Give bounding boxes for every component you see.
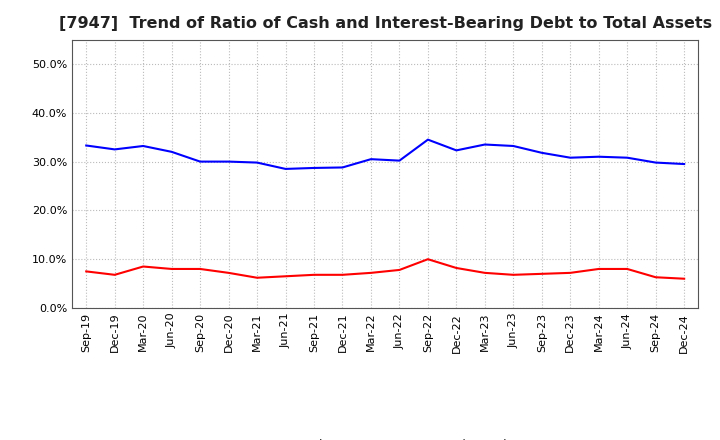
- Interest-Bearing Debt: [595, 154, 603, 159]
- Interest-Bearing Debt: [509, 143, 518, 149]
- Cash: [509, 272, 518, 278]
- Interest-Bearing Debt: [139, 143, 148, 149]
- Interest-Bearing Debt: [537, 150, 546, 155]
- Cash: [537, 271, 546, 276]
- Cash: [310, 272, 318, 278]
- Line: Interest-Bearing Debt: Interest-Bearing Debt: [86, 139, 684, 169]
- Legend: Cash, Interest-Bearing Debt: Cash, Interest-Bearing Debt: [250, 434, 521, 440]
- Cash: [452, 265, 461, 271]
- Cash: [480, 270, 489, 275]
- Interest-Bearing Debt: [338, 165, 347, 170]
- Cash: [595, 266, 603, 271]
- Cash: [623, 266, 631, 271]
- Cash: [566, 270, 575, 275]
- Cash: [110, 272, 119, 278]
- Interest-Bearing Debt: [623, 155, 631, 160]
- Interest-Bearing Debt: [652, 160, 660, 165]
- Interest-Bearing Debt: [310, 165, 318, 171]
- Interest-Bearing Debt: [680, 161, 688, 167]
- Interest-Bearing Debt: [366, 157, 375, 162]
- Cash: [338, 272, 347, 278]
- Cash: [423, 257, 432, 262]
- Cash: [652, 275, 660, 280]
- Cash: [196, 266, 204, 271]
- Interest-Bearing Debt: [395, 158, 404, 163]
- Interest-Bearing Debt: [82, 143, 91, 148]
- Cash: [82, 269, 91, 274]
- Interest-Bearing Debt: [196, 159, 204, 164]
- Cash: [167, 266, 176, 271]
- Interest-Bearing Debt: [253, 160, 261, 165]
- Interest-Bearing Debt: [110, 147, 119, 152]
- Cash: [139, 264, 148, 269]
- Cash: [366, 270, 375, 275]
- Cash: [680, 276, 688, 281]
- Interest-Bearing Debt: [167, 149, 176, 154]
- Cash: [282, 274, 290, 279]
- Line: Cash: Cash: [86, 259, 684, 279]
- Interest-Bearing Debt: [225, 159, 233, 164]
- Interest-Bearing Debt: [566, 155, 575, 160]
- Title: [7947]  Trend of Ratio of Cash and Interest-Bearing Debt to Total Assets: [7947] Trend of Ratio of Cash and Intere…: [58, 16, 712, 32]
- Interest-Bearing Debt: [282, 166, 290, 172]
- Interest-Bearing Debt: [452, 148, 461, 153]
- Interest-Bearing Debt: [480, 142, 489, 147]
- Cash: [253, 275, 261, 280]
- Cash: [395, 267, 404, 272]
- Interest-Bearing Debt: [423, 137, 432, 142]
- Cash: [225, 270, 233, 275]
